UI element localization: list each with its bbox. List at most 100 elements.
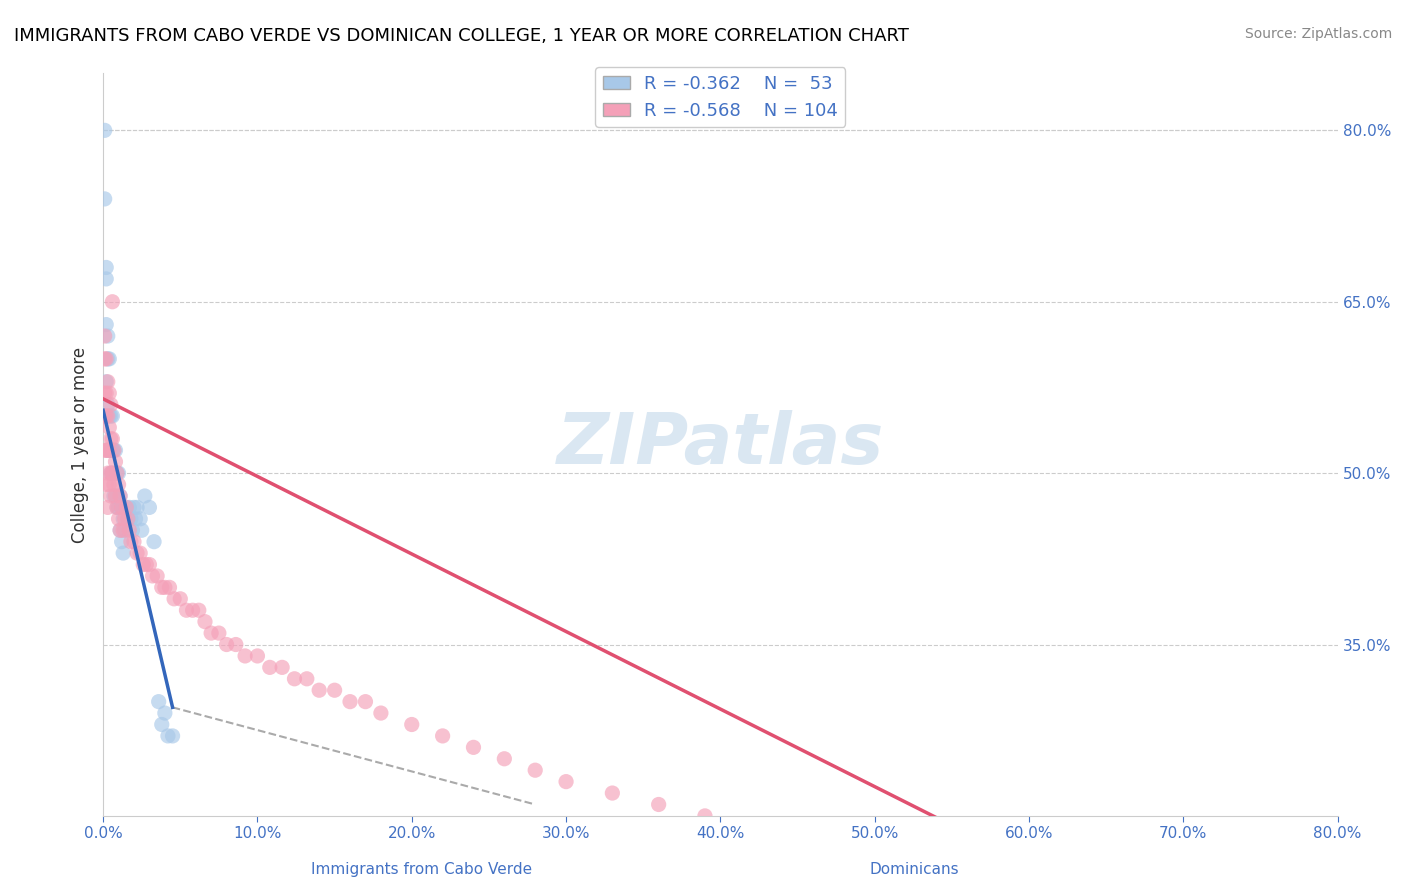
Point [98,443,121,458]
Point [693,809,716,823]
Point [740,820,762,834]
Point [148,695,170,709]
Point [339,695,361,709]
Point [104,443,127,458]
Point [93,443,115,458]
Point [97,443,120,458]
Point [271,660,294,674]
Point [98,386,121,401]
Point [117,512,139,526]
Point [129,512,152,526]
Point [308,683,330,698]
Point [97,500,120,515]
Point [100,466,122,480]
Point [233,648,256,663]
Point [111,500,134,515]
Point [150,717,173,731]
Point [524,763,547,777]
Point [879,866,901,880]
Point [432,729,454,743]
Point [96,272,118,286]
Point [169,591,191,606]
Point [115,500,138,515]
Point [162,729,184,743]
Point [108,489,131,503]
Point [101,294,124,309]
Point [96,386,118,401]
Point [163,591,186,606]
Point [97,443,120,458]
Point [401,717,423,731]
Point [100,398,122,412]
Point [105,500,128,515]
Point [111,500,134,515]
Point [125,546,148,560]
Point [107,466,129,480]
Point [647,797,669,812]
Point [96,409,118,423]
Point [215,638,238,652]
Point [105,466,128,480]
Point [96,477,118,491]
Point [323,683,346,698]
Point [555,774,578,789]
Point [463,740,485,755]
Point [150,581,173,595]
Text: IMMIGRANTS FROM CABO VERDE VS DOMINICAN COLLEGE, 1 YEAR OR MORE CORRELATION CHAR: IMMIGRANTS FROM CABO VERDE VS DOMINICAN … [14,27,908,45]
Point [200,626,222,640]
Text: ZIPatlas: ZIPatlas [557,410,884,479]
Point [108,523,131,537]
Point [122,500,145,515]
Point [97,375,120,389]
Point [283,672,305,686]
Point [104,489,127,503]
Point [96,260,118,275]
Point [118,500,141,515]
Text: Immigrants from Cabo Verde: Immigrants from Cabo Verde [311,863,533,877]
Point [134,489,156,503]
Point [107,500,129,515]
Point [494,752,516,766]
Point [114,512,136,526]
Point [104,455,127,469]
Point [100,489,122,503]
Point [97,398,120,412]
Text: Dominicans: Dominicans [869,863,959,877]
Point [107,477,129,491]
Point [101,409,124,423]
Point [97,409,120,423]
Point [181,603,204,617]
Point [96,318,118,332]
Point [93,386,115,401]
Point [832,855,855,869]
Point [96,409,118,423]
Point [100,432,122,446]
Point [117,512,139,526]
Point [112,546,135,560]
Point [108,489,131,503]
Point [146,569,169,583]
Point [176,603,198,617]
Point [194,615,217,629]
Point [93,329,115,343]
Point [354,695,377,709]
Point [98,443,121,458]
Point [111,534,134,549]
Point [122,534,145,549]
Point [295,672,318,686]
Point [143,534,166,549]
Legend: R = -0.362    N =  53, R = -0.568    N = 104: R = -0.362 N = 53, R = -0.568 N = 104 [596,68,845,127]
Point [93,123,115,137]
Point [103,443,125,458]
Point [105,466,128,480]
Point [100,409,122,423]
Point [121,523,143,537]
Point [602,786,624,800]
Point [107,512,129,526]
Point [93,351,115,366]
Point [101,466,124,480]
Point [97,329,120,343]
Point [103,443,125,458]
Point [114,523,136,537]
Point [103,477,125,491]
